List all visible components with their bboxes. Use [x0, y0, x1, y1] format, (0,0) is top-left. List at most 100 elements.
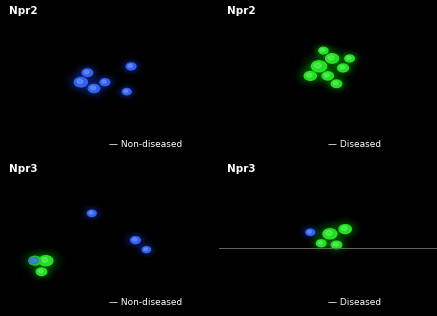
Circle shape — [319, 49, 346, 68]
Circle shape — [320, 70, 336, 82]
Circle shape — [329, 79, 343, 89]
Circle shape — [87, 210, 96, 216]
Circle shape — [311, 61, 326, 72]
Circle shape — [82, 69, 93, 76]
Circle shape — [34, 252, 58, 269]
Circle shape — [316, 67, 340, 84]
Circle shape — [88, 84, 100, 93]
Circle shape — [38, 270, 43, 273]
Circle shape — [333, 220, 358, 238]
Circle shape — [123, 60, 139, 72]
Circle shape — [86, 209, 98, 217]
Circle shape — [318, 69, 337, 83]
Circle shape — [331, 80, 342, 88]
Circle shape — [318, 225, 342, 242]
Circle shape — [31, 250, 60, 271]
Circle shape — [333, 82, 338, 85]
Circle shape — [304, 71, 316, 80]
Text: — Non-diseased: — Non-diseased — [109, 298, 183, 307]
Circle shape — [125, 233, 146, 247]
Circle shape — [328, 56, 334, 60]
Circle shape — [132, 238, 137, 241]
Circle shape — [339, 225, 351, 234]
Circle shape — [39, 256, 53, 266]
Text: — Diseased: — Diseased — [328, 140, 381, 149]
Circle shape — [67, 72, 94, 92]
Text: Npr2: Npr2 — [227, 6, 256, 16]
Circle shape — [323, 52, 341, 65]
Circle shape — [319, 47, 328, 54]
Circle shape — [298, 67, 323, 85]
Circle shape — [131, 237, 140, 244]
Text: Npr3: Npr3 — [227, 164, 256, 174]
Circle shape — [323, 229, 337, 239]
Circle shape — [302, 70, 319, 82]
Circle shape — [314, 44, 333, 58]
Circle shape — [329, 240, 343, 250]
Circle shape — [301, 226, 319, 239]
Circle shape — [36, 254, 55, 268]
Circle shape — [340, 51, 360, 66]
Circle shape — [42, 258, 48, 262]
Circle shape — [142, 246, 150, 253]
Circle shape — [141, 246, 152, 254]
Circle shape — [102, 80, 106, 83]
Circle shape — [124, 90, 128, 93]
Circle shape — [342, 227, 347, 230]
Circle shape — [340, 65, 345, 69]
Circle shape — [337, 223, 354, 235]
Circle shape — [306, 229, 315, 235]
Circle shape — [343, 54, 356, 63]
Circle shape — [317, 46, 329, 55]
Circle shape — [82, 69, 93, 76]
Circle shape — [31, 258, 37, 262]
Circle shape — [320, 227, 340, 241]
Circle shape — [82, 80, 106, 97]
Circle shape — [300, 68, 321, 83]
Circle shape — [339, 225, 351, 234]
Circle shape — [121, 59, 141, 74]
Circle shape — [29, 258, 38, 264]
Circle shape — [334, 61, 352, 75]
Circle shape — [316, 223, 344, 244]
Circle shape — [122, 88, 131, 95]
Circle shape — [88, 84, 100, 93]
Circle shape — [35, 267, 49, 277]
Circle shape — [304, 228, 316, 236]
Circle shape — [311, 61, 326, 72]
Circle shape — [345, 55, 354, 62]
Circle shape — [313, 237, 329, 249]
Circle shape — [335, 222, 356, 237]
Circle shape — [318, 241, 323, 244]
Circle shape — [321, 49, 325, 52]
Text: Npr2: Npr2 — [9, 6, 38, 16]
Circle shape — [328, 77, 345, 90]
Circle shape — [90, 86, 96, 90]
Circle shape — [70, 74, 92, 90]
Circle shape — [331, 80, 342, 88]
Circle shape — [127, 234, 144, 246]
Circle shape — [307, 73, 312, 77]
Circle shape — [308, 230, 312, 233]
Circle shape — [328, 239, 345, 251]
Circle shape — [126, 63, 136, 70]
Circle shape — [304, 71, 316, 80]
Circle shape — [345, 55, 354, 62]
Circle shape — [84, 208, 99, 219]
Circle shape — [100, 79, 110, 86]
Circle shape — [303, 55, 335, 78]
Circle shape — [121, 87, 132, 96]
Circle shape — [332, 60, 354, 76]
Circle shape — [131, 237, 140, 244]
Circle shape — [326, 54, 339, 63]
Circle shape — [331, 241, 342, 249]
Circle shape — [337, 64, 348, 72]
Circle shape — [77, 79, 83, 84]
Circle shape — [326, 76, 347, 92]
Circle shape — [306, 229, 315, 235]
Circle shape — [74, 77, 87, 87]
Circle shape — [98, 77, 111, 87]
Circle shape — [80, 68, 94, 78]
Text: Npr3: Npr3 — [9, 164, 38, 174]
Circle shape — [125, 62, 138, 71]
